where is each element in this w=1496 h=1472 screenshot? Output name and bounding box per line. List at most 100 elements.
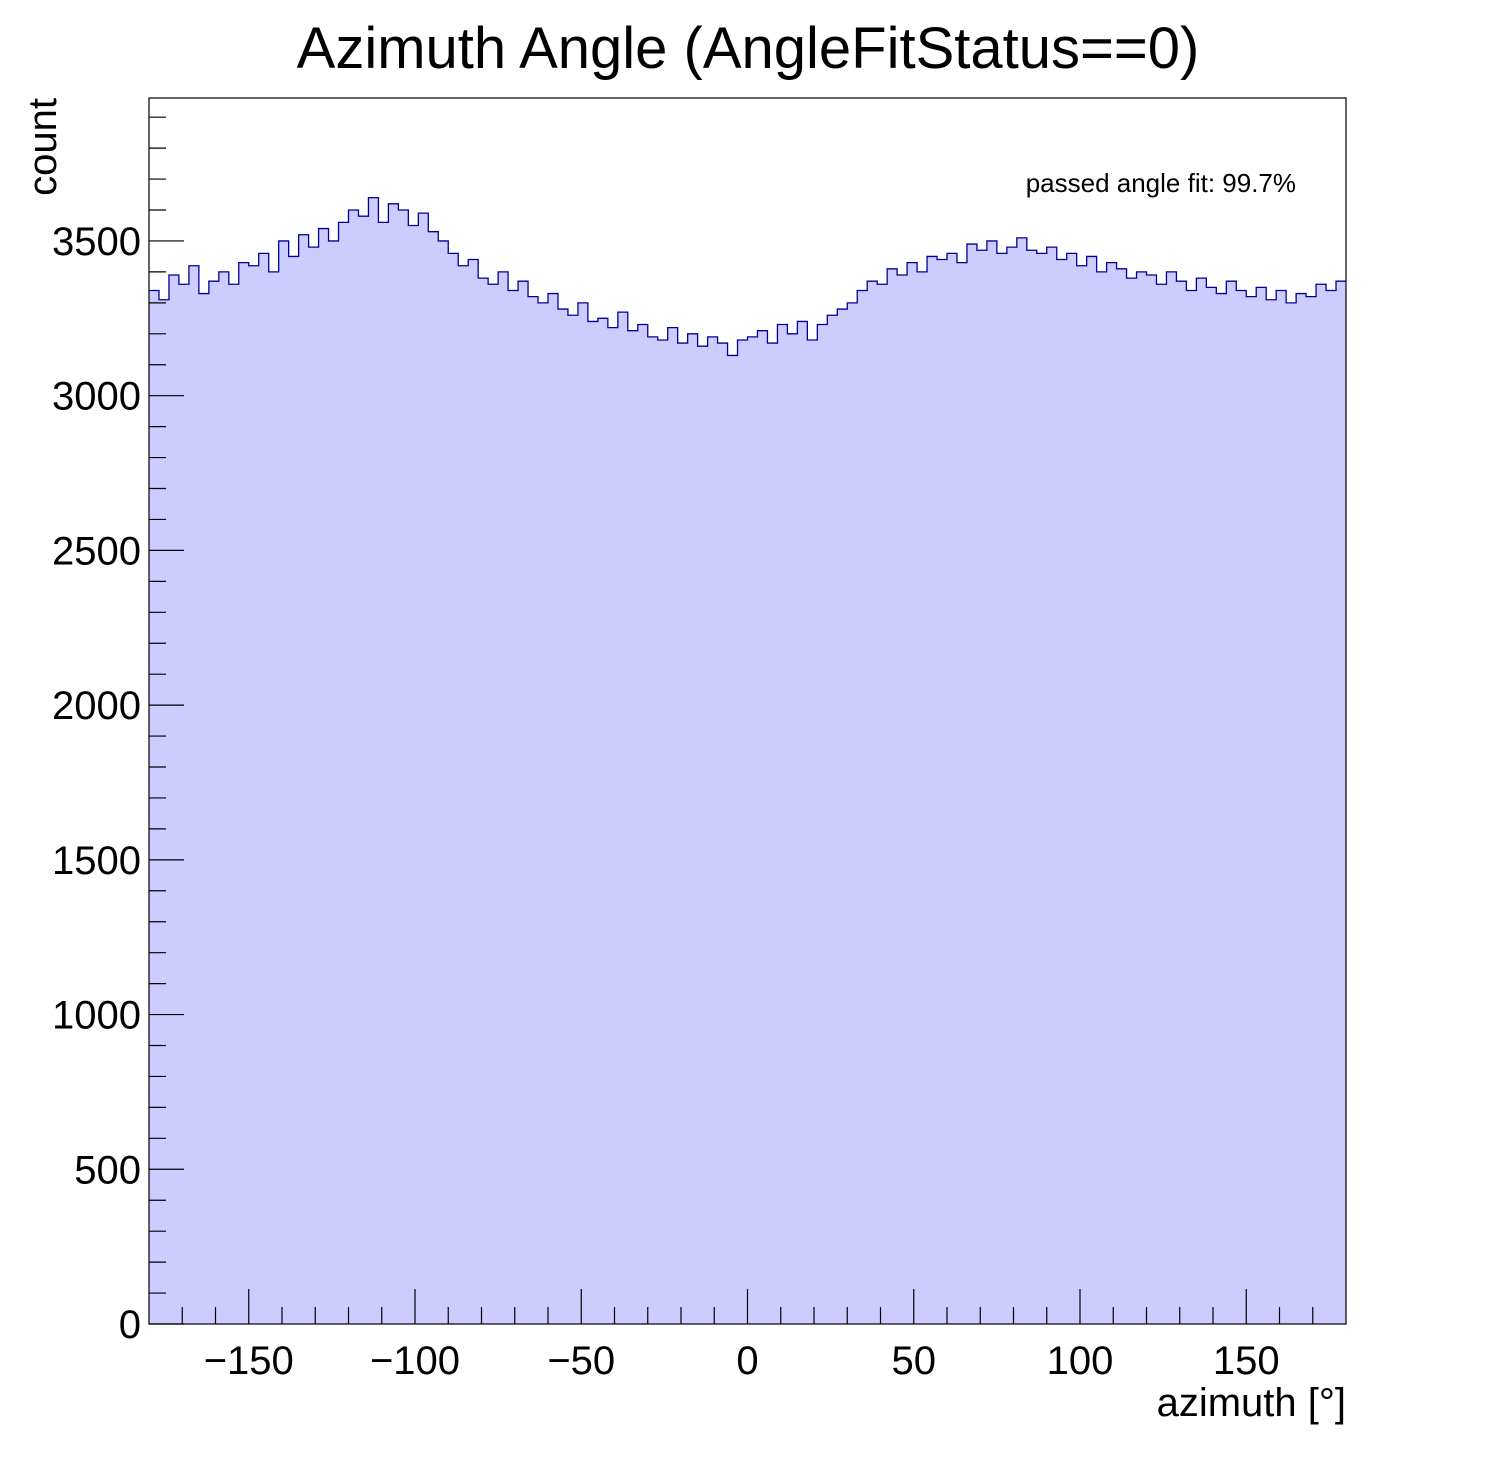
histogram-bin bbox=[278, 240, 289, 1324]
histogram-bin bbox=[837, 309, 848, 1325]
histogram-bin bbox=[767, 343, 778, 1324]
histogram-bin bbox=[747, 336, 758, 1324]
histogram-bin bbox=[1266, 299, 1277, 1325]
histogram-bin bbox=[1186, 290, 1197, 1325]
histogram-bin bbox=[847, 302, 858, 1324]
histogram-bin bbox=[966, 244, 978, 1324]
histogram-bin bbox=[1216, 293, 1227, 1324]
histogram-bin bbox=[528, 296, 539, 1324]
histogram-bin bbox=[1026, 250, 1038, 1324]
histogram-bin bbox=[468, 259, 479, 1325]
histogram-bin bbox=[986, 240, 998, 1324]
histogram-bin bbox=[637, 324, 649, 1324]
histogram-bin bbox=[927, 256, 938, 1324]
histogram-bin bbox=[1236, 290, 1247, 1325]
histogram-bin bbox=[1066, 253, 1077, 1324]
histogram-bin bbox=[737, 339, 748, 1325]
histogram-bin bbox=[448, 253, 459, 1324]
y-axis-label: count bbox=[21, 98, 65, 196]
histogram-bin bbox=[1296, 293, 1307, 1324]
histogram-bin bbox=[877, 284, 888, 1324]
histogram-bin bbox=[1176, 281, 1187, 1325]
histogram-bin bbox=[897, 274, 908, 1324]
histogram-bin bbox=[627, 330, 639, 1325]
histogram-bin bbox=[1256, 287, 1267, 1324]
histogram-bin bbox=[298, 234, 309, 1324]
histogram-bin bbox=[318, 228, 329, 1325]
histogram-bin bbox=[1006, 247, 1018, 1325]
histogram-bin bbox=[777, 324, 788, 1324]
histogram-bin bbox=[757, 330, 768, 1325]
histogram-bin bbox=[1156, 284, 1167, 1324]
histogram-bin bbox=[288, 256, 299, 1324]
histogram-bin bbox=[308, 247, 319, 1325]
histogram-bin bbox=[717, 343, 728, 1324]
histogram-bin bbox=[548, 293, 559, 1324]
histogram-bin bbox=[917, 271, 928, 1325]
histogram-bin bbox=[577, 302, 589, 1324]
histogram-bin bbox=[1096, 271, 1107, 1325]
histogram-bin bbox=[857, 290, 868, 1325]
histogram-bin bbox=[827, 315, 838, 1324]
chart-title: Azimuth Angle (AngleFitStatus==0) bbox=[297, 16, 1200, 81]
histogram-bin bbox=[378, 222, 389, 1324]
histogram-bin bbox=[687, 333, 698, 1324]
histogram-bin bbox=[1146, 274, 1157, 1324]
histogram-bin bbox=[398, 210, 409, 1324]
histogram-bin bbox=[597, 318, 609, 1324]
y-tick-label: 3000 bbox=[52, 375, 141, 419]
histogram-bin bbox=[408, 225, 419, 1325]
histogram-bin bbox=[1246, 296, 1257, 1324]
histogram-bin bbox=[388, 203, 399, 1324]
histogram-bin bbox=[947, 253, 958, 1324]
annotation-text: passed angle fit: 99.7% bbox=[1026, 168, 1296, 198]
histogram-bin bbox=[587, 321, 599, 1325]
histogram-bin bbox=[538, 302, 549, 1324]
y-tick-label: 2500 bbox=[52, 529, 141, 573]
histogram-bin bbox=[1106, 262, 1117, 1324]
histogram-bin bbox=[567, 315, 579, 1324]
histogram-bin bbox=[438, 240, 449, 1324]
histogram-bin bbox=[956, 262, 968, 1324]
histogram-bin bbox=[607, 327, 619, 1324]
histogram-bin bbox=[258, 253, 269, 1324]
histogram-bin bbox=[418, 213, 429, 1324]
histogram-bin bbox=[178, 284, 190, 1324]
histogram-bin bbox=[1276, 290, 1287, 1325]
histogram-bin bbox=[867, 281, 878, 1325]
histogram-bin bbox=[887, 268, 898, 1325]
histogram-bin bbox=[557, 309, 569, 1325]
x-tick-label: −100 bbox=[370, 1339, 460, 1383]
x-tick-label: −50 bbox=[547, 1339, 615, 1383]
y-axis: 0 500 1000 1500 2000 2500 3000 3500 bbox=[52, 116, 184, 1347]
histogram-bin bbox=[1306, 296, 1317, 1324]
histogram-bin bbox=[348, 210, 359, 1324]
histogram-bin bbox=[248, 265, 260, 1324]
histogram-bin bbox=[996, 253, 1008, 1324]
histogram-bin bbox=[1046, 247, 1058, 1325]
histogram-bin bbox=[1126, 278, 1137, 1325]
y-tick-label: 1500 bbox=[52, 839, 141, 883]
histogram-bin bbox=[1016, 237, 1028, 1325]
histogram-bin bbox=[1036, 253, 1048, 1324]
histogram-bin bbox=[667, 327, 678, 1324]
histogram-bin bbox=[1326, 290, 1337, 1325]
y-tick-label: 3500 bbox=[52, 220, 141, 264]
histogram-bin bbox=[238, 262, 250, 1324]
histogram-bin bbox=[228, 284, 240, 1324]
histogram-bin bbox=[158, 299, 170, 1325]
histogram-bin bbox=[1196, 278, 1207, 1325]
histogram-bin bbox=[787, 333, 798, 1324]
histogram-bin bbox=[807, 339, 818, 1325]
histogram-bin bbox=[428, 231, 439, 1324]
histogram-bin bbox=[707, 336, 718, 1324]
histogram-bin bbox=[478, 278, 489, 1325]
histogram-outline bbox=[149, 196, 1346, 357]
histogram-bars bbox=[149, 197, 1347, 1325]
histogram-bin bbox=[488, 284, 499, 1324]
y-tick-label: 500 bbox=[74, 1148, 141, 1192]
histogram-bin bbox=[198, 293, 210, 1324]
x-tick-label: 0 bbox=[736, 1339, 758, 1383]
histogram-bin bbox=[937, 259, 948, 1325]
histogram-bin bbox=[149, 290, 160, 1325]
